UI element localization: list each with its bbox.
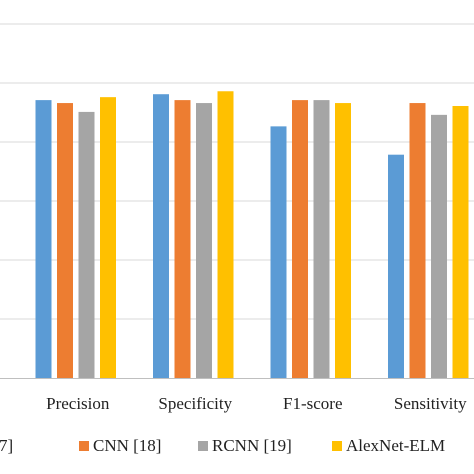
bar-precision-series-2 (78, 111, 95, 378)
bar-specificity-series-1 (174, 100, 191, 379)
legend-label-2: RCNN [19] (212, 436, 292, 455)
bars (35, 91, 469, 379)
bar-precision-series-1 (57, 103, 73, 378)
bar-specificity-series-2 (196, 103, 212, 378)
x-tick-labels: Precision Specificity F1-score Sensitivity (46, 394, 467, 413)
x-tick-label-specificity: Specificity (158, 394, 232, 413)
x-tick-label-precision: Precision (46, 394, 110, 413)
bar-f1-score-series-3 (335, 103, 351, 378)
bar-specificity-series-3 (217, 91, 234, 378)
bar-precision-series-3 (100, 97, 116, 378)
legend-label-1: CNN [18] (93, 436, 161, 455)
bar-sensitivity-series-2 (431, 114, 447, 379)
bar-f1-score-series-1 (292, 100, 308, 379)
legend: Net [17] CNN [18] RCNN [19] AlexNet-ELM (0, 436, 445, 455)
bar-f1-score-series-0 (270, 126, 287, 379)
legend-swatch-3 (332, 441, 342, 451)
x-tick-label-f1-score: F1-score (283, 394, 342, 413)
x-tick-label-sensitivity: Sensitivity (394, 394, 467, 413)
bar-precision-series-0 (35, 100, 52, 379)
bar-f1-score-series-2 (313, 100, 330, 379)
legend-label-3: AlexNet-ELM (346, 436, 445, 455)
bar-specificity-series-0 (153, 94, 169, 379)
bar-sensitivity-series-3 (452, 106, 469, 378)
legend-label-0: Net [17] (0, 436, 13, 455)
legend-swatch-1 (79, 441, 89, 451)
legend-swatch-2 (198, 441, 208, 451)
bar-sensitivity-series-0 (388, 154, 404, 378)
bar-sensitivity-series-1 (409, 103, 426, 378)
